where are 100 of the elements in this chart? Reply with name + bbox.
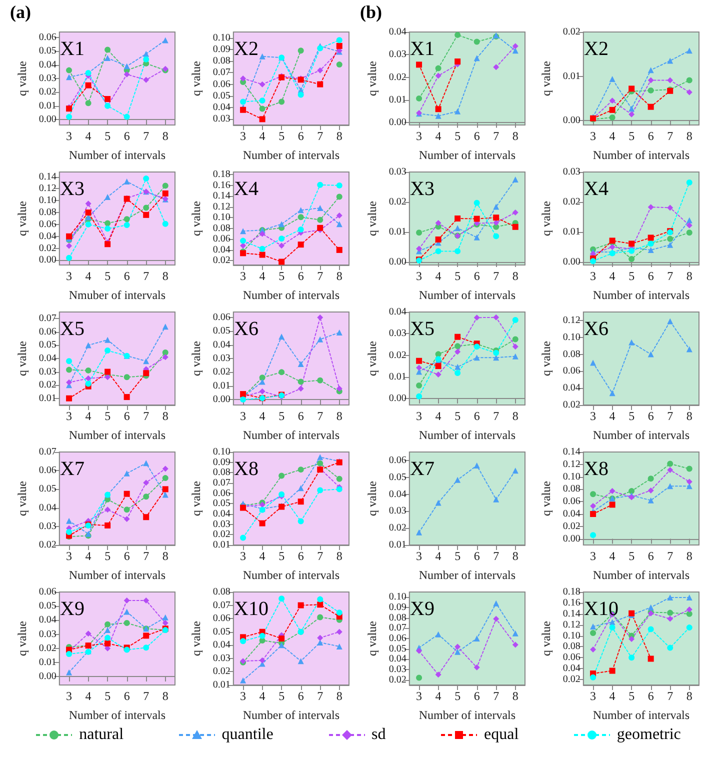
y-axis-title: q value [539, 621, 553, 656]
point [435, 106, 442, 112]
y-tick-label: 0.03 [212, 114, 230, 125]
point [512, 317, 518, 323]
point [259, 632, 266, 639]
y-tick-label: 0.01 [38, 392, 56, 404]
point [259, 520, 266, 526]
point [259, 657, 266, 664]
point [298, 92, 304, 98]
point [493, 496, 500, 502]
point [240, 391, 246, 398]
x-tick-label: 3 [416, 689, 422, 703]
x-tick-label: 4 [609, 689, 616, 703]
y-axis-title: q value [365, 61, 379, 96]
point [298, 207, 304, 214]
y-tick-label: 0.09 [212, 44, 230, 55]
point [512, 176, 518, 182]
legend-label: equal [484, 726, 519, 744]
point [435, 363, 442, 370]
x-tick-label: 8 [686, 129, 692, 143]
y-tick-label: 0.09 [388, 602, 406, 613]
point [336, 194, 342, 200]
x-tick-label: 5 [628, 269, 635, 283]
point [454, 108, 461, 114]
y-axis-title: q value [15, 201, 29, 236]
point [609, 114, 616, 120]
y-tick-label: 0.03 [38, 73, 56, 84]
point [124, 608, 130, 615]
point [317, 614, 324, 620]
point [66, 114, 72, 120]
legend-label: natural [79, 726, 124, 744]
x-tick-label: 8 [336, 549, 342, 563]
x-tick-label: 6 [298, 129, 304, 143]
point [493, 204, 500, 210]
chart-title: X5 [60, 318, 84, 340]
point [628, 339, 635, 346]
chart-title: X1 [410, 38, 434, 60]
y-tick-label: 0.05 [212, 498, 230, 510]
point [85, 200, 92, 207]
point [686, 89, 692, 96]
y-tick-label: 0.10 [562, 471, 580, 482]
point [104, 522, 111, 528]
x-tick-label: 4 [435, 269, 442, 283]
y-tick-label: 0.00 [38, 671, 56, 682]
point [66, 528, 72, 535]
y-tick-label: 0.05 [38, 484, 56, 495]
x-tick-label: 5 [278, 549, 285, 563]
y-tick-label: 0.06 [212, 78, 230, 90]
y-tick-label: 0.03 [38, 628, 56, 640]
x-tick-label: 3 [240, 689, 246, 703]
y-tick-label: 0.14 [562, 446, 580, 458]
y-tick-label: 0.05 [38, 600, 56, 612]
x-tick-label: 3 [66, 409, 72, 423]
y-axis-title: q value [189, 341, 203, 376]
point [66, 242, 72, 249]
y-axis-title: q value [15, 621, 29, 656]
y-tick-label: 0.04 [562, 508, 580, 520]
point [124, 516, 130, 522]
point [85, 221, 92, 228]
x-tick-label: 6 [648, 689, 654, 703]
point [454, 476, 461, 483]
y-axis-title: q value [539, 481, 553, 516]
point [454, 348, 461, 355]
point [648, 77, 654, 84]
point [686, 466, 692, 472]
y-tick-label: 0.01 [212, 540, 230, 550]
point [493, 233, 500, 240]
point [336, 37, 342, 44]
point [162, 324, 168, 330]
point [317, 224, 324, 231]
y-tick-label: 0.02 [212, 255, 230, 266]
point [454, 343, 461, 350]
y-tick-label: 0.04 [388, 488, 406, 500]
point [317, 45, 324, 52]
point [493, 600, 500, 606]
point [686, 222, 692, 228]
point [609, 488, 616, 494]
point [143, 632, 150, 639]
y-tick-label: 0.02 [562, 520, 580, 532]
point [66, 669, 72, 676]
y-tick-label: 0.01 [38, 100, 56, 112]
y-tick-label: 0.06 [38, 218, 56, 230]
x-tick-label: 7 [143, 549, 150, 563]
x-tick-label: 6 [474, 549, 480, 563]
point [609, 106, 616, 113]
point [278, 369, 285, 376]
y-tick-label: 0.12 [562, 314, 580, 326]
x-tick-label: 5 [454, 129, 461, 143]
y-tick-label: 0.02 [388, 72, 406, 83]
point [317, 336, 324, 342]
chart-title: X9 [410, 598, 434, 620]
x-tick-label: 7 [143, 409, 150, 423]
y-axis-title: q value [15, 61, 29, 96]
point [317, 460, 324, 466]
point [259, 106, 266, 112]
x-tick-label: 3 [416, 549, 422, 563]
chart-title: X10 [234, 598, 268, 620]
point [590, 258, 596, 264]
y-tick-label: 0.06 [38, 465, 56, 476]
x-tick-label: 7 [143, 129, 150, 143]
